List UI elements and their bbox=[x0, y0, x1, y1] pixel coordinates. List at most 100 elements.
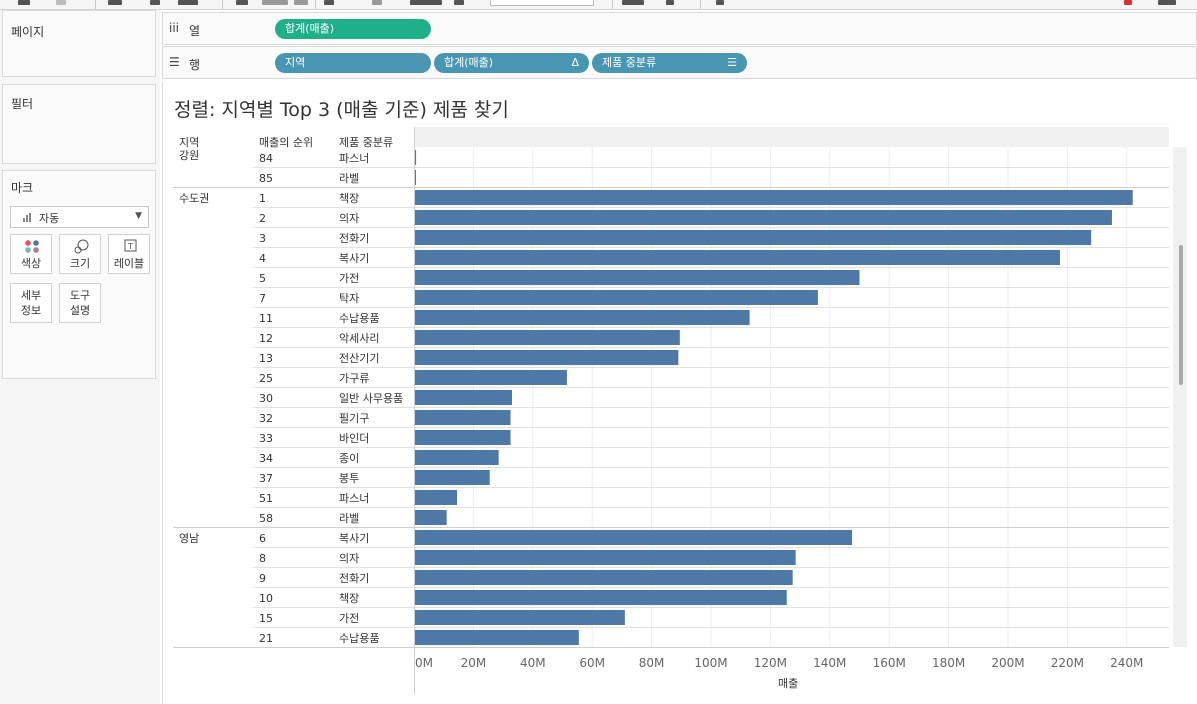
subcategory-label: 복사기 bbox=[339, 252, 369, 265]
toolbar-icon[interactable] bbox=[150, 0, 160, 5]
bar bbox=[414, 210, 1112, 225]
subcategory-label: 가전 bbox=[339, 272, 359, 285]
x-tick-label: 240M bbox=[1110, 656, 1143, 670]
rank-label: 7 bbox=[259, 292, 266, 305]
bar bbox=[414, 510, 447, 525]
subcategory-label: 라벨 bbox=[339, 512, 359, 525]
toolbar-icon[interactable] bbox=[324, 0, 334, 5]
toolbar-icon[interactable] bbox=[1158, 0, 1176, 5]
bar bbox=[414, 290, 818, 305]
rank-label: 10 bbox=[259, 592, 273, 605]
label-button[interactable]: T 레이블 bbox=[108, 234, 150, 274]
viz-title: 정렬: 지역별 Top 3 (매출 기준) 제품 찾기 bbox=[174, 99, 509, 121]
pill-row-region[interactable]: 지역 bbox=[275, 53, 431, 73]
subcategory-label: 라벨 bbox=[339, 172, 359, 185]
bar bbox=[414, 630, 579, 645]
rank-label: 32 bbox=[259, 412, 273, 425]
subcategory-label: 종이 bbox=[339, 452, 359, 465]
bar bbox=[414, 550, 796, 565]
toolbar-icon[interactable] bbox=[454, 0, 464, 5]
viz-area: 정렬: 지역별 Top 3 (매출 기준) 제품 찾기 지역 매출의 순위 제품… bbox=[162, 82, 1197, 704]
toolbar-separator bbox=[612, 0, 613, 9]
detail-button[interactable]: 세부 정보 bbox=[10, 283, 52, 323]
color-label: 색상 bbox=[20, 257, 42, 270]
pages-card[interactable]: 페이지 bbox=[2, 10, 156, 77]
toolbar-icon[interactable] bbox=[178, 0, 198, 5]
pill-row-sum-sales[interactable]: 합계(매출) Δ bbox=[434, 53, 589, 73]
toolbar-separator bbox=[700, 0, 701, 9]
subcategory-label: 파스너 bbox=[339, 492, 369, 505]
pill-label: 제품 중분류 bbox=[602, 56, 657, 69]
color-dots-icon bbox=[11, 239, 51, 253]
pill-row-subcategory[interactable]: 제품 중분류 ☰ bbox=[592, 53, 747, 73]
rank-label: 2 bbox=[259, 212, 266, 225]
toolbar-icon[interactable] bbox=[262, 0, 288, 5]
rank-label: 30 bbox=[259, 392, 273, 405]
rank-label: 4 bbox=[259, 252, 266, 265]
mark-type-dropdown[interactable]: 자동 ▼ bbox=[10, 206, 149, 228]
tooltip-button[interactable]: 도구 설명 bbox=[59, 283, 101, 323]
toolbar-icon[interactable] bbox=[1124, 0, 1132, 5]
subcategory-label: 복사기 bbox=[339, 532, 369, 545]
scrollbar-thumb[interactable] bbox=[1179, 245, 1183, 385]
toolbar-icon[interactable] bbox=[56, 0, 66, 5]
size-button[interactable]: 크기 bbox=[59, 234, 101, 274]
pill-column-sum-sales[interactable]: 합계(매출) bbox=[275, 19, 431, 39]
x-tick-label: 200M bbox=[991, 656, 1024, 670]
tooltip-label-line1: 도구 bbox=[69, 289, 91, 302]
delta-icon: Δ bbox=[571, 56, 579, 69]
subcategory-label: 가구류 bbox=[339, 372, 369, 385]
toolbar-separator bbox=[95, 0, 96, 9]
pill-label: 합계(매출) bbox=[444, 56, 494, 69]
toolbar-icon[interactable] bbox=[372, 0, 382, 5]
subcategory-label: 전산기기 bbox=[339, 352, 379, 365]
color-button[interactable]: 색상 bbox=[10, 234, 52, 274]
toolbar-separator bbox=[315, 0, 316, 9]
toolbar-icon[interactable] bbox=[410, 0, 442, 5]
rank-label: 5 bbox=[259, 272, 266, 285]
rank-label: 3 bbox=[259, 232, 266, 245]
header-subcategory: 제품 중분류 bbox=[339, 136, 394, 149]
chevron-down-icon: ▼ bbox=[135, 211, 142, 221]
header-region: 지역 bbox=[179, 136, 200, 149]
toolbar-dropdown[interactable] bbox=[490, 0, 594, 6]
bar bbox=[414, 350, 679, 365]
subcategory-label: 의자 bbox=[339, 212, 359, 225]
rows-shelf[interactable]: ☰ 행 지역 합계(매출) Δ 제품 중분류 ☰ bbox=[162, 46, 1197, 79]
label-label: 레이블 bbox=[113, 257, 145, 270]
pages-title: 페이지 bbox=[11, 25, 45, 39]
x-tick-label: 120M bbox=[754, 656, 787, 670]
columns-shelf[interactable]: iii 열 합계(매출) bbox=[162, 12, 1197, 45]
rank-label: 6 bbox=[259, 532, 266, 545]
toolbar-icon[interactable] bbox=[666, 0, 674, 5]
rank-label: 51 bbox=[259, 492, 273, 505]
marks-card: 마크 자동 ▼ 색상 크기 T 레이블 세부 bbox=[2, 170, 156, 379]
subcategory-label: 봉투 bbox=[339, 472, 359, 485]
marks-title: 마크 bbox=[11, 181, 34, 195]
toolbar-icon[interactable] bbox=[622, 0, 644, 5]
x-tick-label: 0M bbox=[415, 656, 433, 670]
detail-label-line1: 세부 bbox=[20, 289, 42, 302]
x-tick-label: 220M bbox=[1051, 656, 1084, 670]
toolbar-icon[interactable] bbox=[108, 0, 122, 5]
rank-label: 8 bbox=[259, 552, 266, 565]
subcategory-label: 전화기 bbox=[339, 572, 369, 585]
toolbar-icon[interactable] bbox=[18, 0, 30, 5]
filters-card[interactable]: 필터 bbox=[2, 84, 156, 164]
mark-type-label: 자동 bbox=[39, 212, 60, 225]
rank-label: 15 bbox=[259, 612, 273, 625]
subcategory-label: 필기구 bbox=[339, 412, 369, 425]
toolbar-icon[interactable] bbox=[716, 0, 724, 5]
bar bbox=[414, 370, 567, 385]
x-tick-label: 180M bbox=[932, 656, 965, 670]
left-panel: 페이지 필터 마크 자동 ▼ 색상 크기 T 레 bbox=[0, 10, 160, 704]
subcategory-label: 책장 bbox=[339, 192, 359, 205]
vertical-scrollbar[interactable] bbox=[1173, 147, 1187, 647]
x-axis-label: 매출 bbox=[778, 677, 799, 690]
bar bbox=[414, 390, 513, 405]
size-label: 크기 bbox=[69, 257, 91, 270]
toolbar-icon[interactable] bbox=[236, 0, 248, 5]
toolbar-icon[interactable] bbox=[294, 0, 308, 5]
bar bbox=[414, 150, 417, 165]
header-rank: 매출의 순위 bbox=[259, 136, 314, 149]
